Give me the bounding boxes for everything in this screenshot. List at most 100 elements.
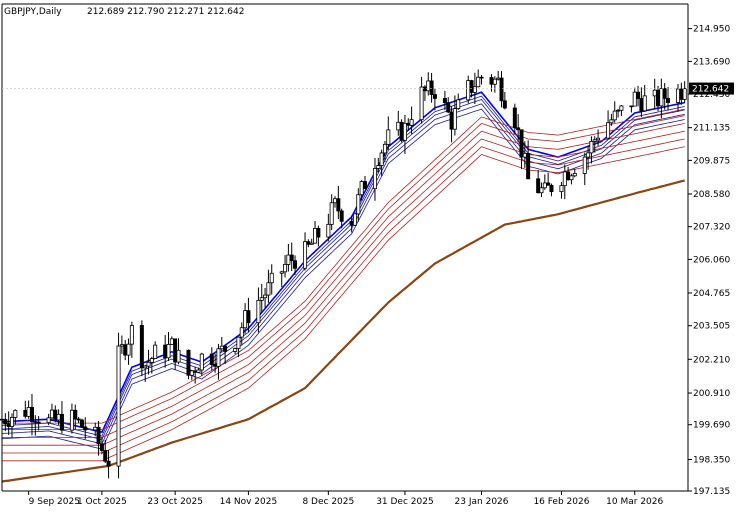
y-tick-label: 198.350 <box>693 455 730 465</box>
x-tick-label: 14 Nov 2025 <box>220 497 278 507</box>
candle-body <box>69 409 74 431</box>
candle-body <box>106 460 111 467</box>
candle-body <box>216 348 221 367</box>
candle-body <box>429 80 434 95</box>
chart-background <box>2 4 688 491</box>
candle-body <box>426 80 431 92</box>
candle-body <box>169 338 174 345</box>
candle-body <box>379 152 384 166</box>
candle-body <box>129 325 134 345</box>
y-tick-label: 197.135 <box>693 487 730 497</box>
candle-body <box>266 282 271 296</box>
y-tick-label: 202.210 <box>693 355 730 365</box>
candle-body <box>316 227 321 238</box>
candle-body <box>173 338 178 363</box>
y-tick-label: 211.135 <box>693 124 730 134</box>
y-tick-label: 213.690 <box>693 57 730 67</box>
candle-body <box>329 202 334 225</box>
candle-body <box>452 108 457 130</box>
candle-body <box>352 213 357 226</box>
y-tick-label: 200.910 <box>693 389 730 399</box>
candle-body <box>546 182 551 186</box>
candle-body <box>516 127 521 131</box>
candle-body <box>139 325 144 369</box>
candle-body <box>23 409 28 417</box>
candle-body <box>396 121 401 131</box>
short-ma-main-line <box>1 91 685 434</box>
candle-body <box>496 77 501 80</box>
candle-body <box>263 294 268 299</box>
candle-body <box>612 110 617 121</box>
candle-body <box>239 327 244 338</box>
candle-body <box>586 152 591 158</box>
candle-body <box>36 421 41 424</box>
candle-body <box>499 77 504 102</box>
long-ma-line-2 <box>2 138 685 454</box>
candle-body <box>356 194 361 215</box>
candle-body <box>56 413 61 421</box>
y-tick-label: 199.690 <box>693 421 730 431</box>
candle-body <box>313 227 318 244</box>
candle-body <box>682 88 687 100</box>
candle-body <box>666 97 671 103</box>
x-tick-label: 1 Oct 2025 <box>77 497 127 507</box>
candle-body <box>269 272 274 284</box>
candle-body <box>49 409 54 419</box>
candle-body <box>616 109 621 112</box>
candle-body <box>359 181 364 196</box>
candle-body <box>199 353 204 371</box>
y-tick-label: 212.430 <box>693 90 730 100</box>
long-ma-line-3 <box>2 130 685 446</box>
candle-body <box>213 364 218 367</box>
candle-body <box>676 88 681 103</box>
candle-body <box>306 241 311 245</box>
current-price-label: 212.642 <box>692 85 729 95</box>
candle-body <box>176 349 181 363</box>
candle-body <box>99 443 104 451</box>
candle-body <box>236 336 241 349</box>
candle-body <box>609 119 614 124</box>
candle-body <box>592 139 597 142</box>
candle-body <box>29 407 34 422</box>
candle-body <box>9 417 14 427</box>
candle-body <box>59 413 64 431</box>
candle-body <box>3 419 8 425</box>
candle-body <box>336 198 341 212</box>
candle-body <box>572 173 577 177</box>
candle-body <box>13 409 18 418</box>
candle-body <box>432 94 437 99</box>
candle-body <box>153 344 158 359</box>
candle-body <box>46 417 51 424</box>
candle-body <box>479 76 484 79</box>
candle-body <box>119 344 124 347</box>
candle-body <box>422 86 427 92</box>
candle-body <box>256 300 261 324</box>
candle-body <box>566 171 571 181</box>
candle-body <box>519 129 524 158</box>
candle-body <box>83 426 88 431</box>
candle-body <box>502 100 507 109</box>
candle-body <box>656 89 661 107</box>
candle-body <box>309 242 314 245</box>
long-ma-line-6 <box>2 108 685 424</box>
x-tick-label: 23 Jan 2026 <box>455 497 509 507</box>
y-tick-label: 203.505 <box>693 322 730 332</box>
candle-body <box>223 345 228 352</box>
candle-body <box>632 91 637 107</box>
candle-body <box>642 95 647 112</box>
y-tick-label: 214.950 <box>693 25 730 35</box>
candle-body <box>536 178 541 194</box>
candle-body <box>466 80 471 101</box>
candle-body <box>489 77 494 85</box>
y-tick-label: 206.060 <box>693 255 730 265</box>
x-tick-label: 23 Oct 2025 <box>147 497 203 507</box>
candle-body <box>33 421 38 423</box>
candle-body <box>399 121 404 141</box>
candle-body <box>73 409 78 420</box>
candle-body <box>6 423 11 427</box>
symbol-label: GBPJPY,Daily <box>4 7 62 17</box>
candle-body <box>549 184 554 193</box>
candle-body <box>382 143 387 154</box>
candle-body <box>569 175 574 181</box>
